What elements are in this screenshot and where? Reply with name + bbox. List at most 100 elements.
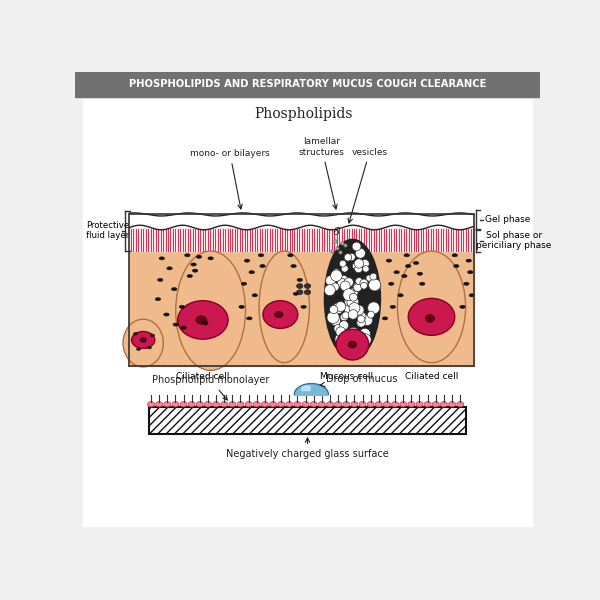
Text: Drop of mucus: Drop of mucus — [320, 374, 398, 387]
Circle shape — [353, 283, 362, 292]
Ellipse shape — [419, 282, 425, 285]
Ellipse shape — [151, 334, 154, 337]
Circle shape — [335, 302, 346, 311]
Ellipse shape — [297, 278, 302, 281]
Text: Sol phase or
periciliary phase: Sol phase or periciliary phase — [476, 231, 551, 250]
Ellipse shape — [260, 265, 265, 268]
Circle shape — [326, 275, 336, 286]
Ellipse shape — [449, 401, 455, 407]
Circle shape — [370, 273, 377, 280]
Ellipse shape — [401, 275, 407, 278]
Circle shape — [341, 265, 348, 272]
Circle shape — [325, 284, 335, 296]
Circle shape — [366, 275, 372, 281]
Ellipse shape — [221, 401, 227, 407]
Circle shape — [358, 312, 366, 320]
Ellipse shape — [376, 401, 382, 407]
Circle shape — [340, 313, 348, 321]
Ellipse shape — [137, 348, 140, 350]
Ellipse shape — [382, 317, 388, 320]
Circle shape — [343, 289, 355, 301]
Circle shape — [360, 280, 367, 287]
Ellipse shape — [348, 341, 357, 348]
Ellipse shape — [293, 292, 299, 295]
Circle shape — [361, 259, 369, 268]
Text: Ciliated cell: Ciliated cell — [405, 372, 458, 382]
Ellipse shape — [239, 305, 244, 308]
Ellipse shape — [464, 282, 469, 285]
Ellipse shape — [155, 401, 163, 407]
Ellipse shape — [208, 257, 214, 260]
Ellipse shape — [388, 282, 394, 285]
Circle shape — [345, 337, 356, 347]
Ellipse shape — [173, 323, 178, 326]
Circle shape — [361, 283, 367, 289]
Ellipse shape — [383, 401, 391, 407]
Ellipse shape — [469, 294, 475, 297]
Circle shape — [340, 281, 350, 291]
Ellipse shape — [275, 311, 283, 317]
Ellipse shape — [390, 305, 395, 308]
Ellipse shape — [172, 287, 177, 290]
Ellipse shape — [202, 321, 208, 325]
Circle shape — [331, 316, 341, 326]
Circle shape — [352, 242, 361, 251]
Ellipse shape — [148, 347, 151, 349]
Text: 6: 6 — [332, 227, 340, 237]
Circle shape — [332, 303, 344, 314]
Circle shape — [349, 302, 360, 313]
Text: Phospholipids: Phospholipids — [254, 107, 353, 121]
Ellipse shape — [148, 401, 154, 407]
Circle shape — [347, 296, 359, 308]
Ellipse shape — [185, 254, 190, 257]
Circle shape — [357, 319, 365, 327]
Circle shape — [355, 265, 362, 273]
Ellipse shape — [196, 401, 203, 407]
Circle shape — [354, 259, 364, 268]
Circle shape — [342, 312, 349, 319]
Ellipse shape — [326, 401, 334, 407]
Text: Phospholipid monolayer: Phospholipid monolayer — [152, 376, 269, 400]
Ellipse shape — [196, 255, 202, 259]
Ellipse shape — [196, 316, 207, 324]
Bar — [129, 227, 474, 251]
Ellipse shape — [258, 254, 264, 257]
Ellipse shape — [467, 271, 473, 274]
Circle shape — [336, 327, 346, 337]
Circle shape — [367, 311, 374, 318]
Ellipse shape — [164, 401, 171, 407]
Ellipse shape — [304, 284, 311, 289]
Bar — [149, 407, 466, 434]
Ellipse shape — [432, 401, 439, 407]
Circle shape — [339, 275, 348, 284]
Ellipse shape — [178, 301, 228, 339]
Ellipse shape — [310, 401, 317, 407]
Text: Gel phase: Gel phase — [485, 215, 530, 224]
Text: Protective
fluid layer: Protective fluid layer — [86, 221, 129, 241]
Circle shape — [349, 288, 358, 297]
Ellipse shape — [440, 401, 448, 407]
Ellipse shape — [140, 338, 146, 342]
Ellipse shape — [155, 298, 161, 301]
Ellipse shape — [454, 265, 459, 268]
Ellipse shape — [452, 254, 457, 257]
Ellipse shape — [296, 284, 303, 289]
Ellipse shape — [397, 251, 466, 362]
Ellipse shape — [205, 401, 211, 407]
Circle shape — [348, 310, 358, 319]
Ellipse shape — [241, 282, 247, 285]
Text: Ciliated cell: Ciliated cell — [176, 372, 230, 382]
Ellipse shape — [176, 251, 245, 370]
Ellipse shape — [359, 401, 366, 407]
Ellipse shape — [229, 401, 236, 407]
Circle shape — [340, 324, 346, 331]
Circle shape — [355, 332, 364, 342]
Circle shape — [337, 278, 347, 287]
Ellipse shape — [158, 278, 163, 281]
Ellipse shape — [291, 265, 296, 268]
Ellipse shape — [244, 259, 250, 262]
Circle shape — [335, 333, 347, 345]
Ellipse shape — [286, 401, 293, 407]
Circle shape — [334, 324, 343, 333]
Circle shape — [362, 315, 373, 326]
